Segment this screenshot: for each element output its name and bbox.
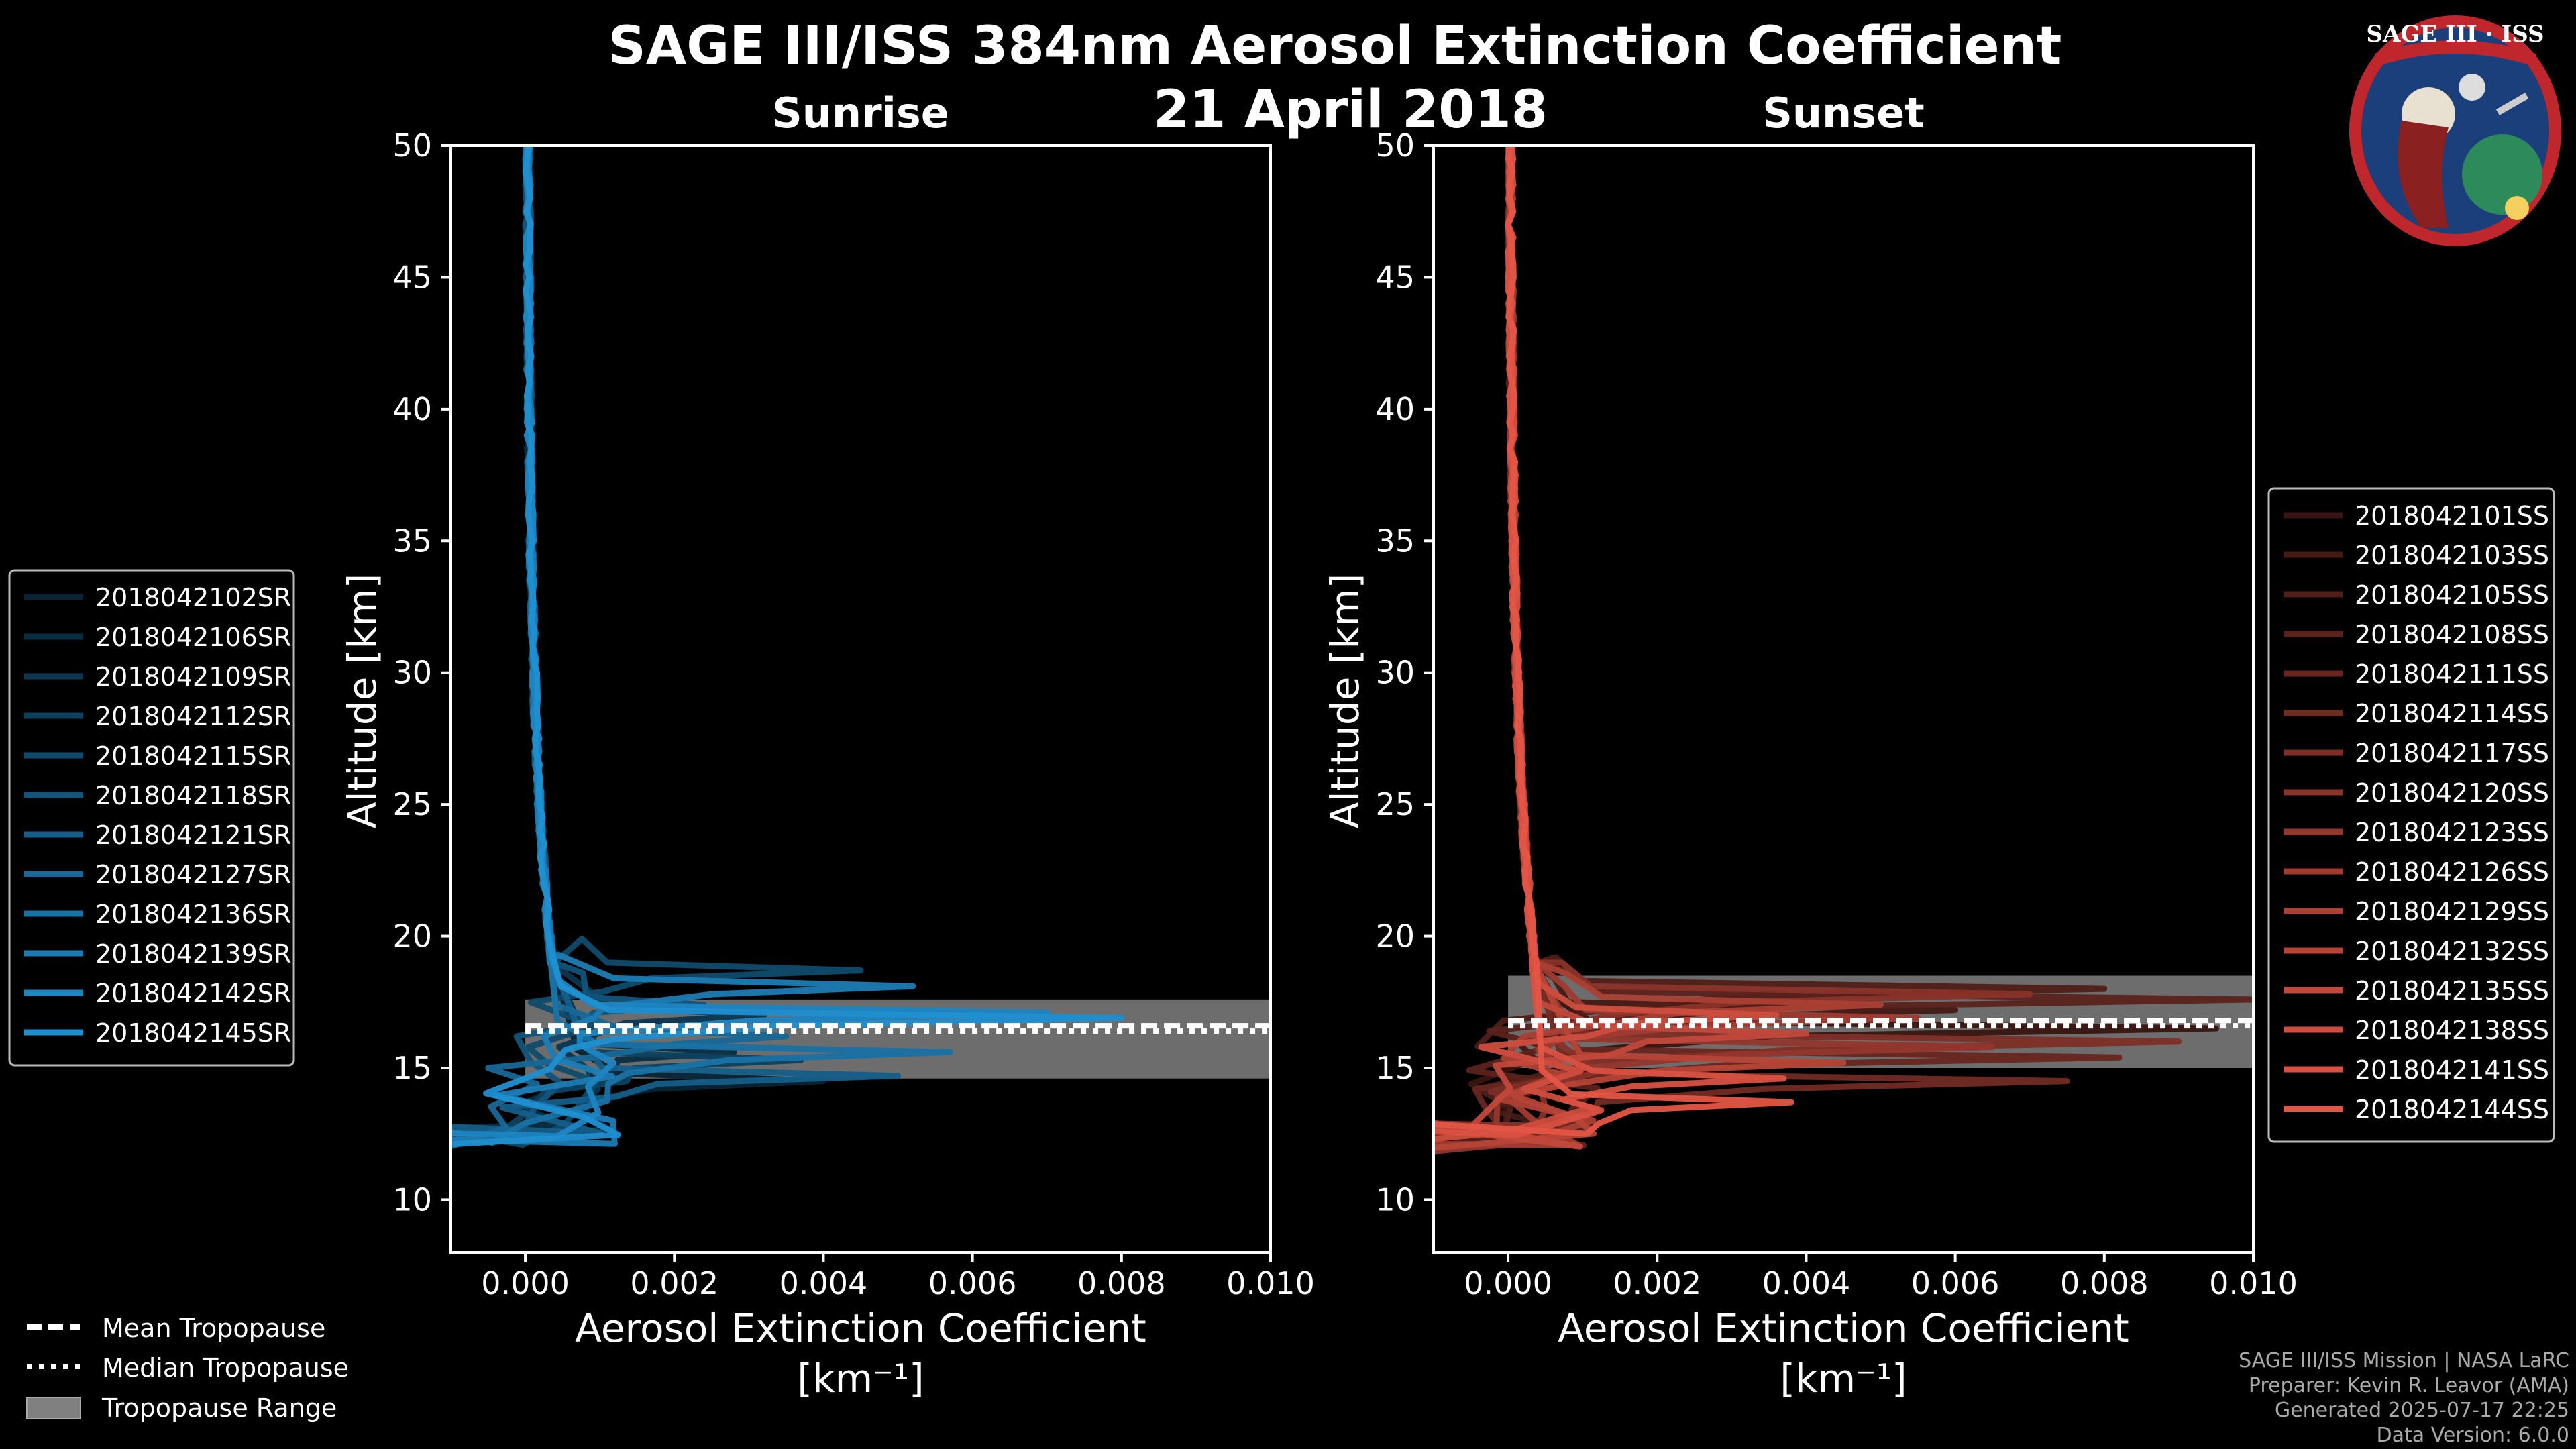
mean-tropopause-label: Mean Tropopause xyxy=(102,1313,325,1343)
sunset-ytick-label: 45 xyxy=(1375,259,1415,295)
sunset-xtick-label: 0.002 xyxy=(1613,1265,1701,1301)
sunrise-ytick-label: 45 xyxy=(392,259,432,295)
sunrise-legend-label: 2018042136SR xyxy=(95,900,291,929)
sunrise-legend-label: 2018042118SR xyxy=(95,781,291,810)
sunset-xtick-label: 0.000 xyxy=(1464,1265,1552,1301)
median-tropopause-label: Median Tropopause xyxy=(102,1353,349,1383)
sunset-legend: 2018042101SS 2018042103SS 2018042105SS 2018… xyxy=(2267,487,2555,1143)
sunset-ytick-label: 20 xyxy=(1375,918,1415,955)
sunset-legend-label: 2018042114SS xyxy=(2355,699,2549,729)
figure-date: 21 April 2018 xyxy=(1153,80,1548,140)
sunrise-plot-area: 0.000 0.002 0.004 0.006 0.008 0.010 10 15 20 25 30… xyxy=(392,127,1314,1301)
sunrise-ytick-label: 35 xyxy=(392,523,432,559)
sunrise-legend-label: 2018042109SR xyxy=(95,662,291,692)
sunrise-ytick-label: 50 xyxy=(392,127,432,164)
sunrise-xtick-label: 0.008 xyxy=(1077,1265,1166,1301)
sunrise-xtick-label: 0.004 xyxy=(780,1265,868,1301)
sunset-axes-frame xyxy=(1432,144,2255,1254)
logo-moon-icon xyxy=(2459,74,2485,101)
sunrise-legend: 2018042102SR 2018042106SR 2018042109SR 2018… xyxy=(8,569,295,1067)
sunrise-xtick-label: 0.000 xyxy=(481,1265,570,1301)
sunset-ytick-label: 50 xyxy=(1375,127,1415,164)
logo-station-icon xyxy=(2496,93,2529,115)
sunset-legend-label: 2018042103SS xyxy=(2355,541,2549,570)
sunset-xtick-label: 0.010 xyxy=(2209,1265,2298,1301)
sunset-legend-label: 2018042126SS xyxy=(2355,857,2549,887)
sunset-xtick-label: 0.004 xyxy=(1762,1265,1851,1301)
sunset-xtick-label: 0.006 xyxy=(1911,1265,2000,1301)
sunrise-axes-frame xyxy=(449,144,1272,1254)
sunset-ytick-label: 35 xyxy=(1375,523,1415,559)
sunrise-legend-label: 2018042106SR xyxy=(95,623,291,652)
sunrise-ytick-label: 10 xyxy=(392,1181,432,1218)
footer-preparer: Preparer: Kevin R. Leavor (AMA) xyxy=(2249,1374,2569,1397)
xlabel-sunset-line2: [km⁻¹] xyxy=(1780,1356,1907,1401)
sunrise-profile-2018042139SR xyxy=(451,146,916,1147)
sunset-legend-label: 2018042123SS xyxy=(2355,818,2549,847)
sunset-plot-area: 0.000 0.002 0.004 0.006 0.008 0.010 10 15 20 25 30… xyxy=(1375,127,2297,1301)
sunrise-legend-label: 2018042102SR xyxy=(95,583,291,612)
sunrise-xtick-label: 0.002 xyxy=(630,1265,718,1301)
sunset-ytick-label: 30 xyxy=(1375,655,1415,691)
sunset-ytick-label: 15 xyxy=(1375,1050,1415,1086)
sunset-legend-box xyxy=(2267,487,2555,1143)
sunset-profile-2018042144SS xyxy=(1434,146,1794,1137)
sunset-legend-label: 2018042111SS xyxy=(2355,659,2549,689)
sunrise-legend-label: 2018042115SR xyxy=(95,741,291,771)
footer-mission: SAGE III/ISS Mission | NASA LaRC xyxy=(2239,1349,2569,1373)
sunrise-legend-label: 2018042142SR xyxy=(95,979,291,1008)
sunset-ytick-label: 25 xyxy=(1375,786,1415,822)
tropopause-range-swatch xyxy=(26,1397,81,1419)
sunrise-ytick-label: 40 xyxy=(392,391,432,427)
sunset-legend-label: 2018042132SS xyxy=(2355,936,2549,966)
sunset-xtick-label: 0.008 xyxy=(2060,1265,2149,1301)
panel-title-sunrise: Sunrise xyxy=(772,89,949,138)
tropopause-range-label: Tropopause Range xyxy=(101,1393,337,1423)
sunset-legend-label: 2018042105SS xyxy=(2355,580,2549,610)
xlabel-sunrise-line2: [km⁻¹] xyxy=(797,1356,924,1401)
sunrise-ytick-label: 20 xyxy=(392,918,432,955)
sunset-legend-label: 2018042138SS xyxy=(2355,1016,2549,1045)
sunset-legend-label: 2018042129SS xyxy=(2355,897,2549,926)
panel-title-sunset: Sunset xyxy=(1762,89,1925,138)
sunrise-xtick-label: 0.010 xyxy=(1226,1265,1315,1301)
tropopause-legend: Mean Tropopause Median Tropopause Tropop… xyxy=(26,1313,349,1423)
sunrise-legend-label: 2018042139SR xyxy=(95,939,291,969)
sunrise-profile-2018042115SR xyxy=(451,146,864,1148)
sunrise-ytick-label: 25 xyxy=(392,786,432,822)
sunrise-profile-2018042145SR xyxy=(451,146,1125,1148)
ylabel-sunrise: Altitude [km] xyxy=(339,574,385,828)
xlabel-sunset-line1: Aerosol Extinction Coefficient xyxy=(1558,1305,2129,1351)
ylabel-sunset: Altitude [km] xyxy=(1322,574,1368,828)
sunrise-ytick-label: 30 xyxy=(392,655,432,691)
sunset-legend-label: 2018042144SS xyxy=(2355,1095,2549,1124)
footer-version: Data Version: 6.0.0 xyxy=(2377,1424,2569,1447)
sunset-legend-label: 2018042108SS xyxy=(2355,620,2549,649)
footer-generated: Generated 2025-07-17 22:25 xyxy=(2275,1399,2569,1422)
sunset-legend-label: 2018042101SS xyxy=(2355,501,2549,531)
xlabel-sunrise-line1: Aerosol Extinction Coefficient xyxy=(575,1305,1146,1351)
sunrise-ytick-label: 15 xyxy=(392,1050,432,1086)
sunset-legend-label: 2018042117SS xyxy=(2355,739,2549,768)
sunset-ytick-label: 40 xyxy=(1375,391,1415,427)
figure-title: SAGE III/ISS 384nm Aerosol Extinction Co… xyxy=(608,16,2062,76)
sunrise-legend-box xyxy=(8,569,295,1067)
sunset-legend-label: 2018042141SS xyxy=(2355,1055,2549,1085)
footer-credits: SAGE III/ISS Mission | NASA LaRC Prepare… xyxy=(2239,1349,2569,1447)
sunrise-legend-label: 2018042145SR xyxy=(95,1018,291,1048)
sunrise-xtick-label: 0.006 xyxy=(928,1265,1017,1301)
sunrise-legend-label: 2018042112SR xyxy=(95,702,291,731)
sage-iii-iss-mission-logo: SAGE III · ISS xyxy=(2349,15,2561,246)
sunset-legend-label: 2018042120SS xyxy=(2355,778,2549,808)
logo-earth-icon xyxy=(2462,134,2542,215)
sunset-ytick-label: 10 xyxy=(1375,1181,1415,1218)
sunset-legend-label: 2018042135SS xyxy=(2355,976,2549,1006)
sunrise-profile-2018042142SR xyxy=(451,146,1051,1140)
sunrise-legend-label: 2018042127SR xyxy=(95,860,291,890)
logo-title: SAGE III · ISS xyxy=(2366,21,2544,48)
sunrise-legend-label: 2018042121SR xyxy=(95,820,291,850)
